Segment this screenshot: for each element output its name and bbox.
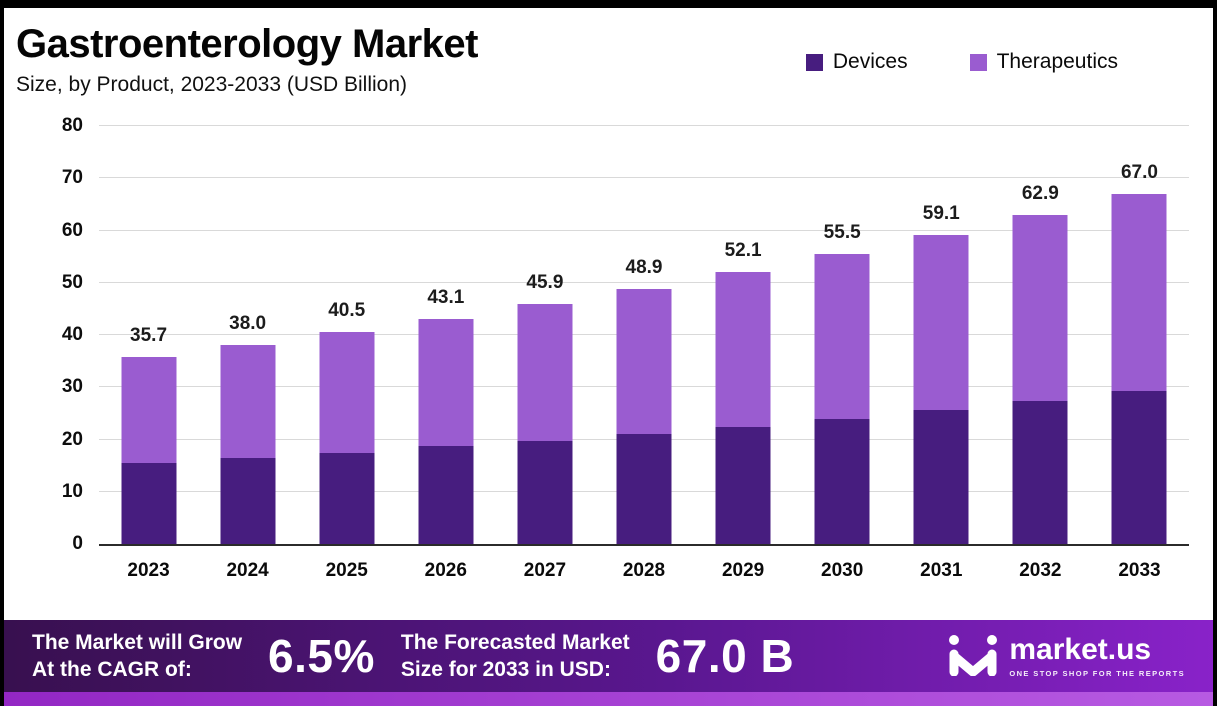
brand-name: market.us xyxy=(1009,632,1152,666)
y-tick-label: 30 xyxy=(61,376,83,398)
cagr-label: The Market will Grow At the CAGR of: xyxy=(32,630,243,681)
bar-segment-therapeutics xyxy=(517,304,573,441)
bar-total-label: 67.0 xyxy=(1120,161,1158,183)
bar-segment-therapeutics xyxy=(1111,193,1167,392)
brand-lockup: market.us ONE STOP SHOP FOR THE REPORTS xyxy=(947,632,1185,681)
bar-2025 xyxy=(319,332,375,544)
banner-accent-strip xyxy=(4,692,1213,706)
bar-segment-devices xyxy=(715,426,771,544)
bar-segment-therapeutics xyxy=(1012,215,1068,402)
bar-total-label: 52.1 xyxy=(724,239,762,261)
plot-area: 0 10 20 30 40 50 60 70 80 35.7 38.0 40.5 43.1 45.9 48.… xyxy=(62,115,1189,554)
bar-segment-therapeutics xyxy=(814,254,870,419)
page-subtitle: Size, by Product, 2023-2033 (USD Billion… xyxy=(16,73,408,96)
chart-area: 0 10 20 30 40 50 60 70 80 35.7 38.0 40.5 43.1 45.9 48.… xyxy=(4,115,1213,620)
x-tick-label: 2030 xyxy=(821,560,864,581)
bar-2033 xyxy=(1111,193,1167,544)
bar-2029 xyxy=(715,271,771,544)
x-tick-label: 2025 xyxy=(325,560,368,581)
bar-segment-therapeutics xyxy=(913,235,969,411)
gridline xyxy=(99,229,1189,231)
x-tick-label: 2027 xyxy=(523,560,567,581)
forecast-value: 67.0 B xyxy=(655,630,795,682)
x-axis: 2023 2024 2025 2026 2027 2028 2029 2030 2031 2032… xyxy=(99,546,1189,594)
brand-tagline: ONE STOP SHOP FOR THE REPORTS xyxy=(1009,668,1185,678)
bar-2031 xyxy=(913,235,969,544)
x-tick-label: 2024 xyxy=(226,560,269,581)
gridline xyxy=(99,281,1189,283)
bar-2032 xyxy=(1012,215,1068,544)
bottom-banner: The Market will Grow At the CAGR of: 6.5… xyxy=(4,620,1213,706)
x-tick-label: 2031 xyxy=(920,560,963,581)
y-tick-label: 50 xyxy=(61,271,83,293)
bar-segment-devices xyxy=(1111,391,1167,544)
x-tick-label: 2029 xyxy=(721,560,765,581)
page-title: Gastroenterology Market xyxy=(16,22,478,66)
bar-total-label: 59.1 xyxy=(922,203,960,225)
bar-segment-devices xyxy=(814,418,870,544)
x-tick-label: 2033 xyxy=(1118,560,1161,581)
bar-segment-devices xyxy=(418,446,474,544)
bar-segment-devices xyxy=(1012,401,1068,544)
bar-total-label: 45.9 xyxy=(526,272,564,294)
bar-2030 xyxy=(814,254,870,544)
bar-segment-therapeutics xyxy=(220,345,276,459)
bar-total-label: 38.0 xyxy=(229,313,267,335)
bar-segment-therapeutics xyxy=(616,288,672,434)
bar-segment-therapeutics xyxy=(715,271,771,427)
bar-segment-devices xyxy=(220,458,276,544)
y-tick-label: 70 xyxy=(61,167,83,189)
bar-total-label: 48.9 xyxy=(625,256,663,278)
legend-item-therapeutics: Therapeutics xyxy=(969,50,1118,74)
y-tick-label: 0 xyxy=(72,533,83,554)
bar-segment-therapeutics xyxy=(319,332,375,454)
bar-total-label: 62.9 xyxy=(1021,183,1059,205)
legend-item-devices: Devices xyxy=(805,50,908,74)
bar-total-label: 55.5 xyxy=(823,222,861,244)
bar-2026 xyxy=(418,318,474,544)
bar-2027 xyxy=(517,304,573,544)
y-tick-label: 40 xyxy=(61,324,83,345)
x-tick-label: 2023 xyxy=(127,560,170,581)
x-tick-label: 2028 xyxy=(622,560,666,581)
bar-segment-therapeutics xyxy=(121,357,177,463)
y-tick-label: 20 xyxy=(61,428,83,450)
y-tick-label: 60 xyxy=(61,219,83,241)
legend: Devices Therapeutics xyxy=(805,50,1118,74)
marketus-logo-icon xyxy=(947,632,999,681)
devices-swatch-icon xyxy=(805,53,823,71)
gridline xyxy=(99,177,1189,179)
bar-total-label: 35.7 xyxy=(130,325,168,347)
bar-segment-devices xyxy=(319,453,375,544)
bar-total-label: 40.5 xyxy=(328,300,366,322)
bar-total-label: 43.1 xyxy=(427,286,465,308)
bar-segment-therapeutics xyxy=(418,318,474,447)
chart-header: Gastroenterology Market Size, by Product… xyxy=(4,8,1213,120)
x-tick-label: 2032 xyxy=(1019,560,1062,581)
legend-label-devices: Devices xyxy=(832,50,908,73)
bar-segment-devices xyxy=(517,440,573,544)
legend-label-therapeutics: Therapeutics xyxy=(996,50,1118,73)
bar-2023 xyxy=(121,357,177,544)
bar-2024 xyxy=(220,345,276,544)
banner-main: The Market will Grow At the CAGR of: 6.5… xyxy=(4,620,1213,692)
bar-segment-devices xyxy=(121,463,177,544)
y-tick-label: 10 xyxy=(61,480,83,502)
bar-2028 xyxy=(616,288,672,545)
bar-segment-devices xyxy=(913,410,969,544)
forecast-label: The Forecasted Market Size for 2033 in U… xyxy=(400,630,630,681)
therapeutics-swatch-icon xyxy=(969,53,987,71)
cagr-value: 6.5% xyxy=(268,630,375,682)
brand-text: market.us ONE STOP SHOP FOR THE REPORTS xyxy=(1009,632,1185,678)
y-tick-label: 80 xyxy=(61,115,83,136)
x-tick-label: 2026 xyxy=(424,560,467,581)
bar-segment-devices xyxy=(616,433,672,544)
gridline xyxy=(99,125,1189,126)
